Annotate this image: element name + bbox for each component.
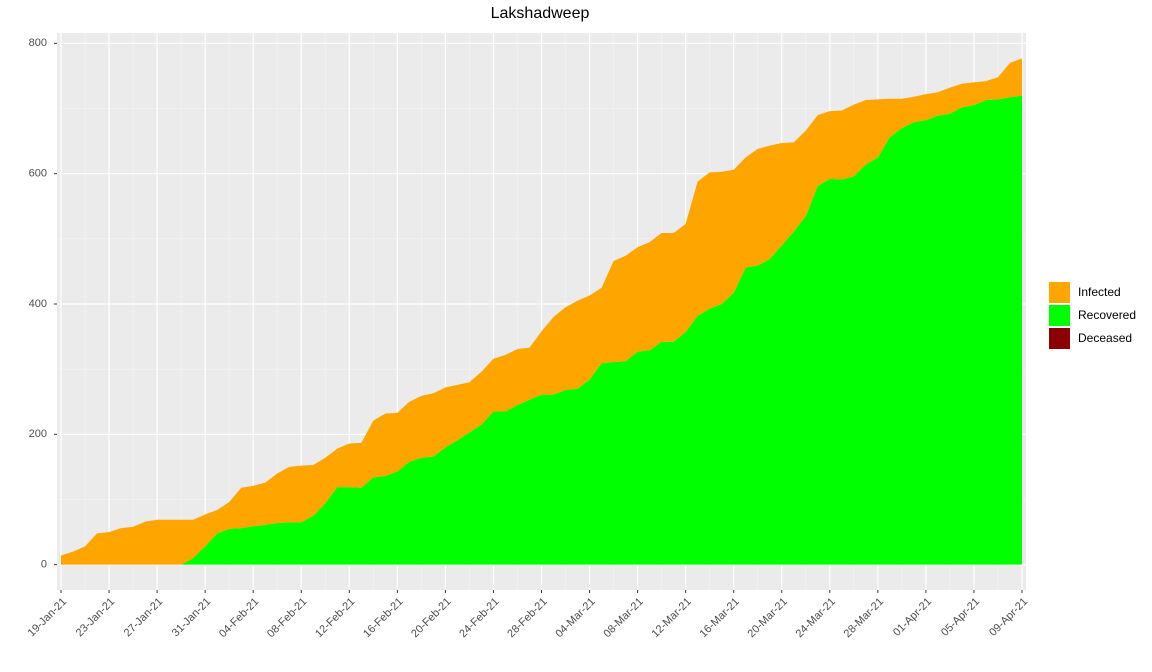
legend-label: Infected (1078, 285, 1121, 299)
x-tick-label: 20-Feb-21 (409, 596, 453, 640)
area (61, 95, 1022, 565)
x-tick-label: 31-Jan-21 (170, 596, 214, 640)
y-tick-label: 600 (29, 168, 47, 180)
y-tick-label: 800 (29, 37, 47, 49)
x-tick-label: 05-Apr-21 (939, 596, 982, 639)
x-tick-label: 23-Jan-21 (74, 596, 118, 640)
x-tick-label: 04-Mar-21 (553, 596, 597, 640)
chart-title: Lakshadweep (491, 5, 590, 22)
y-tick-label: 400 (29, 298, 47, 310)
legend-label: Recovered (1078, 308, 1136, 322)
y-tick-label: 200 (29, 428, 47, 440)
x-tick-label: 28-Feb-21 (505, 596, 549, 640)
x-tick-label: 04-Feb-21 (217, 596, 261, 640)
legend-label: Deceased (1078, 331, 1132, 345)
x-tick-label: 20-Mar-21 (746, 596, 790, 640)
y-tick-label: 0 (41, 559, 47, 571)
legend-key (1049, 328, 1070, 349)
x-tick-label: 12-Feb-21 (313, 596, 357, 640)
x-tick-label: 01-Apr-21 (891, 596, 934, 639)
legend-key (1049, 305, 1070, 326)
x-tick-label: 19-Jan-21 (26, 596, 70, 640)
x-tick-label: 16-Mar-21 (698, 596, 742, 640)
x-tick-label: 24-Mar-21 (794, 596, 838, 640)
x-tick-label: 27-Jan-21 (122, 596, 166, 640)
x-tick-label: 08-Mar-21 (601, 596, 645, 640)
area (61, 58, 1022, 565)
x-tick-label: 16-Feb-21 (361, 596, 405, 640)
x-tick-label: 24-Feb-21 (457, 596, 501, 640)
x-tick-label: 28-Mar-21 (842, 596, 886, 640)
x-tick-label: 09-Apr-21 (987, 596, 1030, 639)
legend-key (1049, 282, 1070, 303)
x-tick-label: 08-Feb-21 (265, 596, 309, 640)
x-tick-label: 12-Mar-21 (649, 596, 693, 640)
